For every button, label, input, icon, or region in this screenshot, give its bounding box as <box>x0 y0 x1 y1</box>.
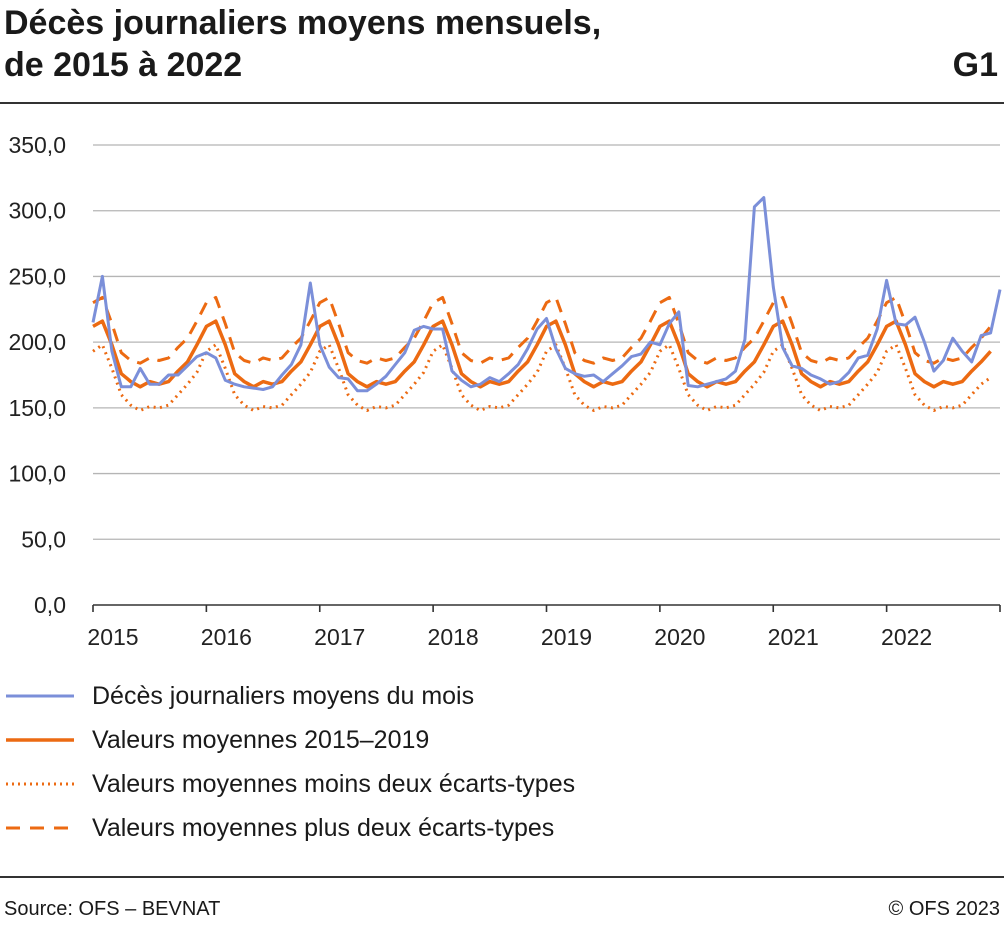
x-tick-label: 2022 <box>881 624 932 650</box>
header-divider <box>0 102 1004 104</box>
y-axis-tick-labels: 0,0 50,0 100,0 150,0 200,0 250,0 300,0 350,0 <box>8 132 66 618</box>
legend-swatch-solid-orange <box>6 738 74 742</box>
y-tick-label: 50,0 <box>21 526 66 552</box>
series-line-monthly-deaths <box>91 196 1002 393</box>
x-tick-label: 2018 <box>428 624 479 650</box>
series-line-mean <box>92 319 992 389</box>
legend-label: Décès journaliers moyens du mois <box>92 681 475 710</box>
x-tick-label: 2017 <box>314 624 365 650</box>
legend-label: Valeurs moyennes 2015–2019 <box>92 725 430 754</box>
footer-divider <box>0 876 1004 878</box>
chart-title-line-2: de 2015 à 2022 <box>4 46 243 84</box>
x-tick-label: 2020 <box>654 624 705 650</box>
legend-label: Valeurs moyennes plus deux écarts-types <box>92 813 555 842</box>
legend-item-monthly-deaths: Décès journaliers moyens du mois <box>6 674 575 718</box>
x-tick-label: 2019 <box>541 624 592 650</box>
x-tick-label: 2015 <box>87 624 138 650</box>
chart-title: Décès journaliers moyens mensuels, de 20… <box>4 2 904 86</box>
y-tick-label: 100,0 <box>8 461 66 487</box>
y-tick-label: 250,0 <box>8 263 66 289</box>
legend-item-mean-values: Valeurs moyennes 2015–2019 <box>6 718 575 762</box>
line-chart: 0,0 50,0 100,0 150,0 200,0 250,0 300,0 350,0 20… <box>8 132 1002 650</box>
legend-swatch-dotted-orange <box>6 782 74 786</box>
legend-item-mean-minus-2sd: Valeurs moyennes moins deux écarts-types <box>6 762 575 806</box>
legend: Décès journaliers moyens du mois Valeurs… <box>6 674 575 850</box>
y-tick-label: 0,0 <box>34 592 66 618</box>
data-series <box>91 196 1002 412</box>
legend-item-mean-plus-2sd: Valeurs moyennes plus deux écarts-types <box>6 806 575 850</box>
x-tick-label: 2021 <box>768 624 819 650</box>
y-tick-label: 200,0 <box>8 329 66 355</box>
legend-swatch-solid-blue <box>6 694 74 698</box>
series-line-mean-plus-2sd <box>92 296 992 365</box>
legend-label: Valeurs moyennes moins deux écarts-types <box>92 769 576 798</box>
y-tick-label: 150,0 <box>8 395 66 421</box>
source-note: Source: OFS – BEVNAT <box>4 898 221 920</box>
y-tick-label: 300,0 <box>8 198 66 224</box>
y-tick-label: 350,0 <box>8 132 66 158</box>
grid-lines <box>93 144 1000 540</box>
x-tick-label: 2016 <box>201 624 252 650</box>
figure-number: G1 <box>952 46 998 84</box>
x-axis-tick-labels: 2015 2016 2017 2018 2019 2020 2021 2022 <box>87 624 932 650</box>
legend-swatch-dashed-orange <box>6 826 74 830</box>
chart-title-line-1: Décès journaliers moyens mensuels, <box>4 4 602 42</box>
x-axis <box>92 604 1001 612</box>
copyright-note: © OFS 2023 <box>888 898 1000 920</box>
